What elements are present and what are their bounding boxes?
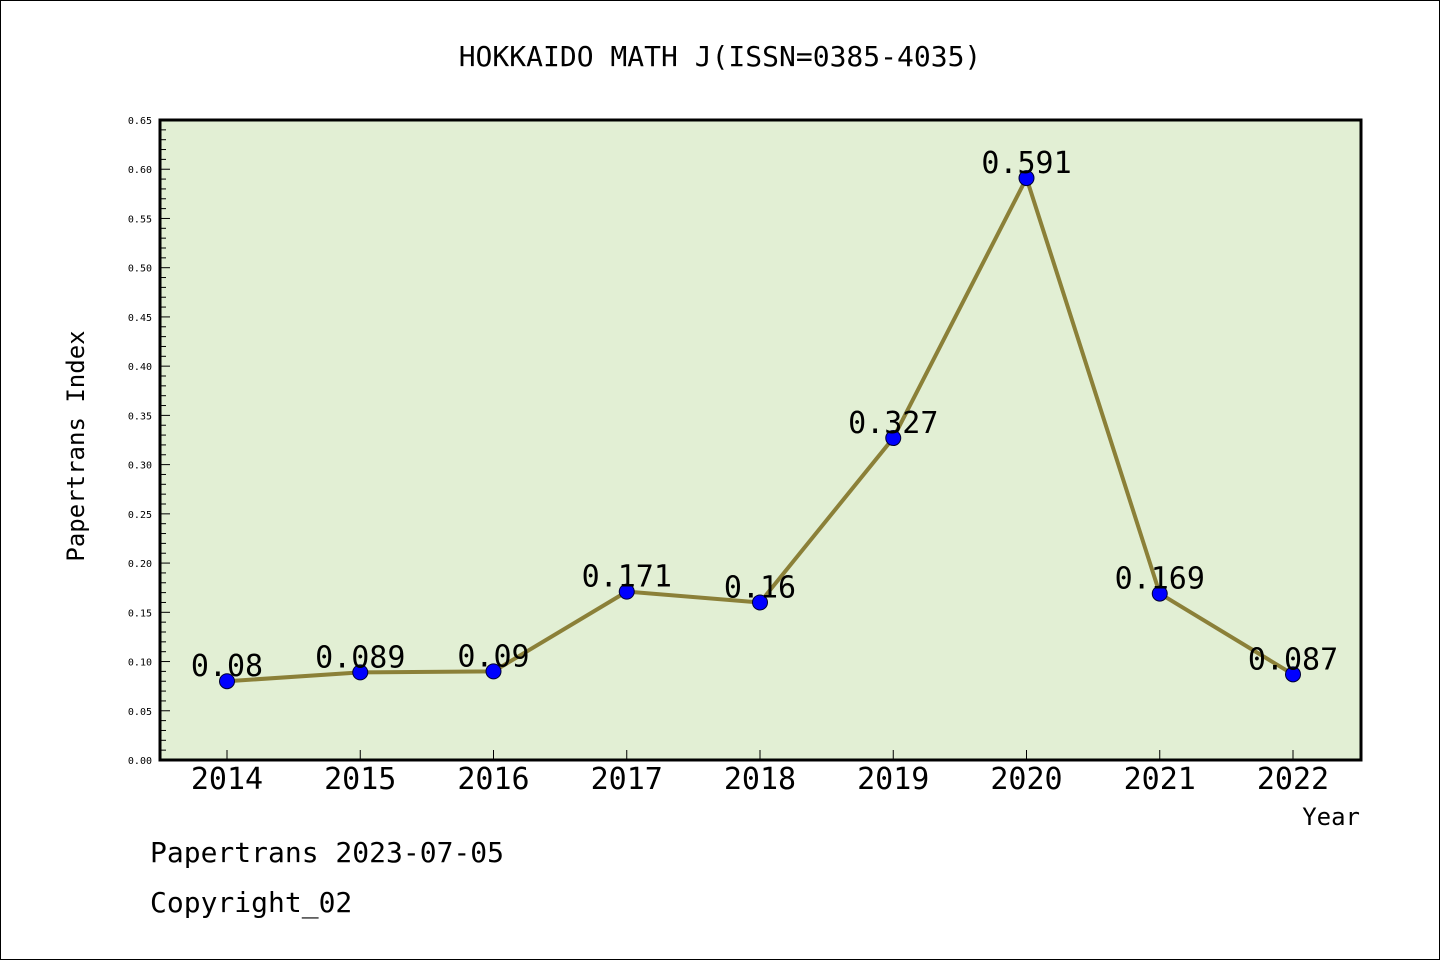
data-label: 0.591 bbox=[981, 146, 1071, 181]
data-label: 0.09 bbox=[457, 639, 529, 674]
y-tick-label: 0.50 bbox=[128, 264, 152, 275]
y-tick-label: 0.10 bbox=[128, 658, 152, 669]
data-label: 0.089 bbox=[315, 640, 405, 675]
x-axis-title: Year bbox=[1302, 803, 1360, 831]
data-point bbox=[1285, 666, 1301, 683]
y-tick-label: 0.65 bbox=[128, 116, 152, 127]
y-tick-label: 0.45 bbox=[128, 313, 152, 324]
y-tick-label: 0.35 bbox=[128, 411, 152, 422]
data-point bbox=[485, 663, 502, 680]
y-tick-label: 0.15 bbox=[128, 608, 152, 619]
x-tick-label: 2014 bbox=[191, 762, 263, 797]
y-tick-label: 0.40 bbox=[128, 362, 152, 373]
footer-date: Papertrans 2023-07-05 bbox=[150, 836, 505, 869]
y-tick-label: 0.30 bbox=[128, 461, 152, 472]
y-tick-label: 0.60 bbox=[128, 165, 152, 176]
data-label: 0.169 bbox=[1115, 562, 1205, 597]
x-tick-label: 2018 bbox=[724, 762, 796, 797]
data-label: 0.327 bbox=[848, 406, 938, 441]
x-tick-label: 2021 bbox=[1124, 762, 1196, 797]
y-tick-label: 0.05 bbox=[128, 707, 152, 718]
plot-border bbox=[158, 118, 1363, 762]
data-point bbox=[219, 673, 235, 690]
data-point bbox=[752, 594, 768, 611]
y-tick-label: 0.55 bbox=[128, 214, 152, 225]
x-tick-label: 2017 bbox=[591, 762, 663, 797]
y-tick-label: 0.20 bbox=[128, 559, 152, 570]
data-point bbox=[352, 664, 369, 681]
x-tick-label: 2016 bbox=[457, 762, 529, 797]
chart-title: HOKKAIDO MATH J(ISSN=0385-4035) bbox=[459, 40, 982, 73]
data-point bbox=[885, 430, 902, 447]
data-label: 0.087 bbox=[1248, 642, 1338, 677]
x-axis-ticks: 2014 2015 2016 2017 2018 2019 2020 2021 2022 bbox=[191, 750, 1329, 797]
data-label: 0.171 bbox=[582, 560, 672, 595]
data-label: 0.08 bbox=[191, 649, 263, 684]
x-tick-label: 2022 bbox=[1257, 762, 1329, 797]
data-label: 0.16 bbox=[724, 570, 796, 605]
data-labels: 0.08 0.089 0.09 0.171 0.16 0.327 0.591 0.169 0.0… bbox=[191, 146, 1338, 684]
y-tick-label: 0.00 bbox=[128, 756, 152, 767]
data-markers bbox=[219, 170, 1301, 690]
x-tick-label: 2015 bbox=[324, 762, 396, 797]
x-tick-label: 2019 bbox=[857, 762, 929, 797]
plot-area bbox=[160, 120, 1361, 760]
y-axis-ticks: 0.00 0.05 0.10 0.15 0.20 0.25 0.30 0.35 0.40 0.45… bbox=[128, 116, 170, 767]
data-point bbox=[1151, 585, 1168, 602]
data-point bbox=[1018, 170, 1035, 187]
y-tick-label: 0.25 bbox=[128, 510, 152, 521]
footer-copyright: Copyright_02 bbox=[150, 886, 353, 919]
y-axis-title: Papertrans Index bbox=[62, 330, 90, 561]
x-tick-label: 2020 bbox=[990, 762, 1062, 797]
data-point bbox=[618, 583, 635, 600]
